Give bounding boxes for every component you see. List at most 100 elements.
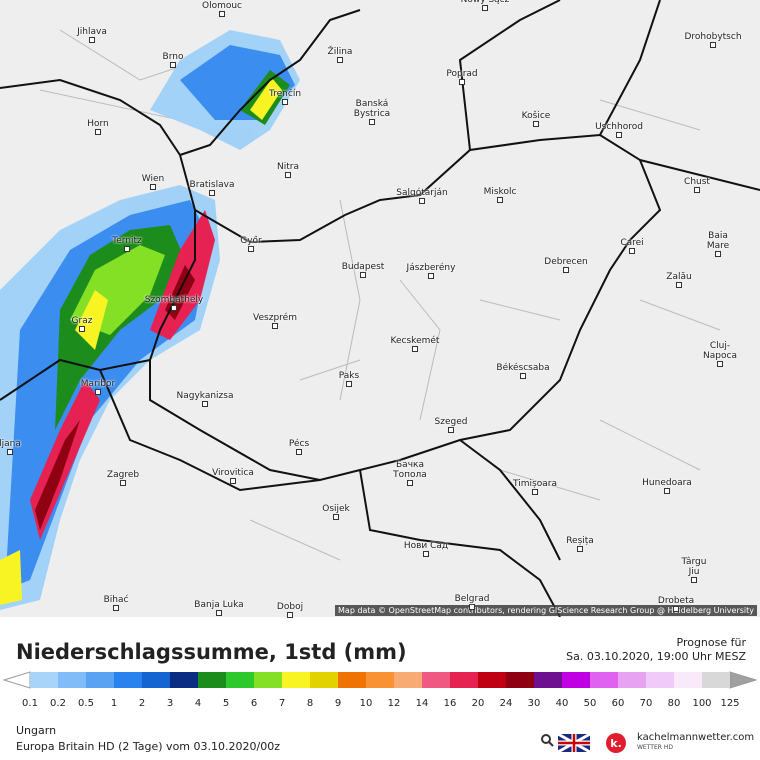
legend-swatch bbox=[226, 672, 254, 688]
city-marker bbox=[423, 551, 429, 557]
icons: k. bbox=[541, 732, 626, 754]
city-label: Szeged bbox=[434, 417, 468, 427]
legend-label: 6 bbox=[250, 698, 258, 709]
city-marker bbox=[296, 449, 302, 455]
city-label: Drohobytsch bbox=[684, 32, 742, 42]
city-marker bbox=[333, 514, 339, 520]
city-label: Debrecen bbox=[544, 257, 588, 267]
city-label: Paks bbox=[338, 371, 360, 381]
title: Niederschlagssumme, 1std (mm) bbox=[16, 640, 407, 664]
city-marker bbox=[7, 449, 13, 455]
city-label: Zagreb bbox=[106, 470, 140, 480]
legend-label: 1 bbox=[110, 698, 118, 709]
city-label: Hunedoara bbox=[642, 478, 692, 488]
city-label: Osijek bbox=[322, 504, 350, 514]
city-marker bbox=[272, 323, 278, 329]
legend-label: 14 bbox=[415, 698, 429, 709]
legend-swatch bbox=[478, 672, 506, 688]
legend-label: 70 bbox=[639, 698, 653, 709]
city-label: Nowy Sącz bbox=[460, 0, 510, 5]
city-marker bbox=[346, 381, 352, 387]
city-label: Carei bbox=[620, 238, 644, 248]
legend-label: 125 bbox=[720, 698, 740, 709]
legend-label: 16 bbox=[443, 698, 457, 709]
city-label: Cluj-Napoca bbox=[703, 341, 737, 361]
city-marker bbox=[482, 5, 488, 11]
forecast-time: Sa. 03.10.2020, 19:00 Uhr MESZ bbox=[566, 650, 746, 663]
city-label: Jászberény bbox=[406, 263, 456, 273]
city-marker bbox=[694, 187, 700, 193]
city-marker bbox=[497, 197, 503, 203]
city-marker bbox=[89, 37, 95, 43]
legend-label: 0.2 bbox=[50, 698, 66, 709]
city-label: ljana bbox=[0, 439, 21, 449]
city-marker bbox=[532, 489, 538, 495]
city-label: Budapest bbox=[341, 262, 385, 272]
city-label: Maribor bbox=[80, 379, 116, 389]
site-tag: WETTER HD bbox=[637, 744, 673, 751]
city-marker bbox=[219, 11, 225, 17]
city-label: Košice bbox=[521, 111, 551, 121]
legend-swatch bbox=[534, 672, 562, 688]
city-label: Ternitz bbox=[112, 236, 142, 246]
city-marker bbox=[202, 401, 208, 407]
city-marker bbox=[469, 604, 475, 610]
city-marker bbox=[691, 577, 697, 583]
legend-swatch bbox=[506, 672, 534, 688]
region: Ungarn bbox=[16, 724, 57, 737]
city-marker bbox=[520, 373, 526, 379]
legend-swatch bbox=[170, 672, 198, 688]
legend-swatch bbox=[450, 672, 478, 688]
city-label: Olomouc bbox=[201, 1, 243, 11]
city-marker bbox=[95, 129, 101, 135]
city-label: Belgrad bbox=[454, 594, 490, 604]
legend-label: 40 bbox=[555, 698, 569, 709]
city-marker bbox=[282, 99, 288, 105]
city-label: Drobeta bbox=[657, 596, 695, 606]
city-label: Banská Bystrica bbox=[353, 99, 391, 119]
city-marker bbox=[533, 121, 539, 127]
city-label: Brno bbox=[162, 52, 184, 62]
city-marker bbox=[360, 272, 366, 278]
city-label: Нови Сад bbox=[403, 541, 449, 551]
legend-swatch bbox=[422, 672, 450, 688]
city-marker bbox=[287, 612, 293, 618]
city-marker bbox=[285, 172, 291, 178]
legend-label: 3 bbox=[166, 698, 174, 709]
city-marker bbox=[209, 190, 215, 196]
city-marker bbox=[616, 132, 622, 138]
svg-text:k.: k. bbox=[610, 737, 622, 750]
city-label: Horn bbox=[87, 119, 109, 129]
city-label: Wien bbox=[141, 174, 165, 184]
map bbox=[0, 0, 760, 617]
city-label: Jihlava bbox=[77, 27, 107, 37]
legend-label: 9 bbox=[334, 698, 342, 709]
legend-swatch bbox=[702, 672, 730, 688]
city-label: Timișoara bbox=[513, 479, 557, 489]
legend-swatch bbox=[366, 672, 394, 688]
legend-label: 60 bbox=[611, 698, 625, 709]
city-label: Baia Mare bbox=[706, 231, 730, 251]
city-marker bbox=[248, 246, 254, 252]
site: kachelmannwetter.com bbox=[637, 732, 755, 743]
city-label: Chust bbox=[684, 177, 710, 187]
city-marker bbox=[337, 57, 343, 63]
city-label: Miskolc bbox=[483, 187, 517, 197]
city-marker bbox=[448, 427, 454, 433]
city-marker bbox=[563, 267, 569, 273]
city-label: Nagykanizsa bbox=[176, 391, 234, 401]
legend-label: 12 bbox=[387, 698, 401, 709]
city-marker bbox=[577, 546, 583, 552]
city-marker bbox=[715, 251, 721, 257]
city-label: Graz bbox=[71, 316, 93, 326]
model-info: Europa Britain HD (2 Tage) vom 03.10.202… bbox=[16, 740, 280, 753]
attribution: Map data © OpenStreetMap contributors, r… bbox=[335, 605, 757, 616]
legend-label: 24 bbox=[499, 698, 513, 709]
legend-label: 50 bbox=[583, 698, 597, 709]
legend-swatch bbox=[198, 672, 226, 688]
city-marker bbox=[150, 184, 156, 190]
city-label: Békéscsaba bbox=[496, 363, 550, 373]
forecast-label: Prognose für bbox=[676, 636, 747, 649]
city-marker bbox=[171, 305, 177, 311]
city-label: Pécs bbox=[288, 439, 310, 449]
